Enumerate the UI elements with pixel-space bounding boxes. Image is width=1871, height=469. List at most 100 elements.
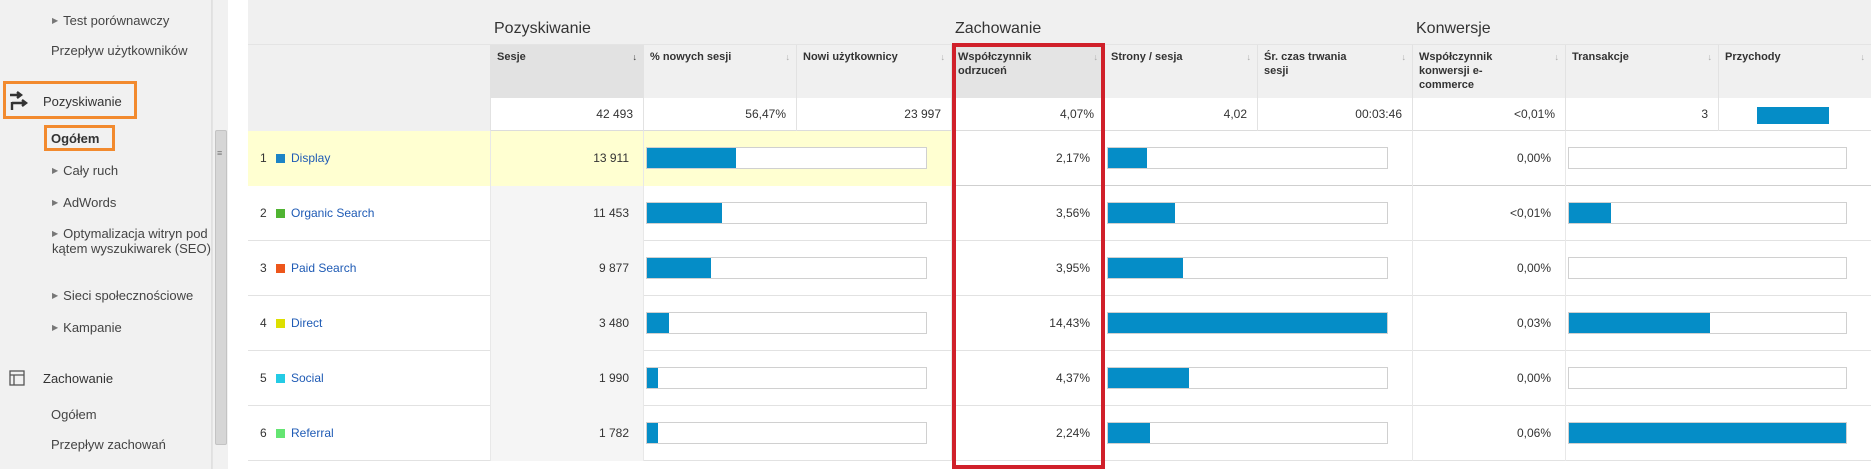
bounce-rate-cell: 4,37% xyxy=(951,351,1104,406)
highlight-box-pozyskiwanie xyxy=(3,81,137,119)
caret-right-icon: ▶ xyxy=(52,323,59,332)
channel-link[interactable]: Display xyxy=(291,151,331,165)
row-rank: 6 xyxy=(260,426,267,440)
sidebar-scrollbar[interactable]: ≡ xyxy=(212,0,228,469)
sidebar-item-przeplyw-zachowan[interactable]: Przepływ zachowań xyxy=(51,437,166,452)
conversion-rate-cell: 0,03% xyxy=(1412,296,1565,351)
table-row: 4 Direct 3 480 14,43% 0,03% xyxy=(248,296,1871,351)
sidebar-item-kampanie[interactable]: ▶ Kampanie xyxy=(52,320,122,335)
channel-link[interactable]: Organic Search xyxy=(291,206,375,220)
table-row: 3 Paid Search 9 877 3,95% 0,00% xyxy=(248,241,1871,296)
channel-cell: 1 Display xyxy=(248,131,490,186)
column-strony-sesja[interactable]: Strony / sesja ↓ xyxy=(1104,45,1257,98)
table-row: 5 Social 1 990 4,37% 0,00% xyxy=(248,351,1871,406)
conversion-rate-cell: 0,00% xyxy=(1412,131,1565,186)
column-sesje[interactable]: Sesje ↓ xyxy=(490,45,643,98)
bar-track xyxy=(1107,367,1388,389)
bar-fill xyxy=(1108,423,1150,443)
caret-right-icon: ▶ xyxy=(52,166,59,175)
column-nowych-sesji[interactable]: % nowych sesji ↓ xyxy=(643,45,796,98)
bar-track xyxy=(1107,257,1388,279)
caret-right-icon: ▶ xyxy=(52,198,59,207)
grip-icon: ≡ xyxy=(217,148,222,158)
channel-cell: 4 Direct xyxy=(248,296,490,351)
pages-per-session-bar-cell xyxy=(1104,131,1412,186)
sidebar-item-caly-ruch[interactable]: ▶ Cały ruch xyxy=(52,163,119,178)
sessions-cell: 13 911 xyxy=(490,131,643,186)
pages-per-session-bar-cell xyxy=(1104,296,1412,351)
column-wspolczynnik-konwersji[interactable]: Współczynnik konwersji e-commerce ↓ xyxy=(1412,45,1565,98)
channel-color-swatch xyxy=(276,154,285,163)
bar-track xyxy=(646,422,927,444)
transactions-bar-cell xyxy=(1565,186,1871,241)
bounce-rate-cell: 2,17% xyxy=(951,131,1104,186)
sidebar-item-ogolem[interactable]: Ogółem xyxy=(51,131,100,146)
bar-fill xyxy=(647,258,712,278)
channel-color-swatch xyxy=(276,429,285,438)
sidebar-item-zachowanie[interactable]: Zachowanie xyxy=(43,371,114,386)
sidebar-item-sieci[interactable]: ▶ Sieci społecznościowe xyxy=(52,288,194,303)
bar-track xyxy=(646,257,927,279)
channel-link[interactable]: Social xyxy=(291,371,324,385)
channel-link[interactable]: Direct xyxy=(291,316,323,330)
column-header-row: Sesje ↓ % nowych sesji ↓ Nowi użytkownicy ↓… xyxy=(248,45,1871,98)
column-sr-czas-trwania[interactable]: Śr. czas trwania sesji ↓ xyxy=(1257,45,1412,98)
channel-color-swatch xyxy=(276,209,285,218)
bar-track xyxy=(1568,367,1847,389)
channel-link[interactable]: Referral xyxy=(291,426,334,440)
table-row: 2 Organic Search 11 453 3,56% <0,01% xyxy=(248,186,1871,241)
bar-track xyxy=(646,202,927,224)
total-sesje: 42 493 xyxy=(490,98,643,131)
sidebar-item-test-porownawczy[interactable]: ▶ Test porównawczy xyxy=(52,13,170,28)
conversion-rate-cell: 0,00% xyxy=(1412,241,1565,296)
bar-track xyxy=(646,147,927,169)
bar-fill xyxy=(1108,368,1189,388)
transactions-bar-cell xyxy=(1565,406,1871,461)
column-transakcje[interactable]: Transakcje ↓ xyxy=(1565,45,1718,98)
bounce-rate-cell: 2,24% xyxy=(951,406,1104,461)
bar-track xyxy=(1107,312,1388,334)
sidebar-item-zachowanie-ogolem[interactable]: Ogółem xyxy=(51,407,97,422)
bar-track xyxy=(646,312,927,334)
group-konwersje: Konwersje xyxy=(1416,20,1491,37)
row-rank: 3 xyxy=(260,261,267,275)
channel-cell: 5 Social xyxy=(248,351,490,406)
sort-icon: ↓ xyxy=(1860,52,1866,62)
channel-color-swatch xyxy=(276,319,285,328)
table-row: 6 Referral 1 782 2,24% 0,06% xyxy=(248,406,1871,461)
bar-fill xyxy=(1569,203,1611,223)
column-nowi-uzytkownicy[interactable]: Nowi użytkownicy ↓ xyxy=(796,45,951,98)
channel-link[interactable]: Paid Search xyxy=(291,261,357,275)
bar-fill xyxy=(647,203,723,223)
caret-right-icon: ▶ xyxy=(52,16,59,25)
total-transakcje: 3 xyxy=(1565,98,1718,131)
sidebar-item-seo[interactable]: ▶ Optymalizacja witryn pod kątem wyszukiw… xyxy=(52,226,211,256)
conversion-rate-cell: 0,06% xyxy=(1412,406,1565,461)
sidebar-item-pozyskiwanie[interactable]: Pozyskiwanie xyxy=(43,94,122,109)
conversion-rate-cell: 0,00% xyxy=(1412,351,1565,406)
bar-fill xyxy=(1108,148,1148,168)
behavior-icon xyxy=(9,370,25,389)
sidebar: ▶ Test porównawczy Przepływ użytkowników … xyxy=(0,0,212,469)
caret-right-icon: ▶ xyxy=(52,229,59,238)
sidebar-item-przeplyw-uzytkownikow[interactable]: Przepływ użytkowników xyxy=(51,43,188,58)
column-przychody[interactable]: Przychody ↓ xyxy=(1718,45,1871,98)
new-sessions-bar-cell xyxy=(643,241,951,296)
pages-per-session-bar-cell xyxy=(1104,241,1412,296)
group-header-row: Pozyskiwanie Zachowanie Konwersje xyxy=(248,0,1871,45)
sort-icon: ↓ xyxy=(1401,52,1407,62)
bar-track xyxy=(1568,147,1847,169)
new-sessions-bar-cell xyxy=(643,406,951,461)
column-wspolczynnik-odrzucen[interactable]: Współczynnik odrzuceń ↓ xyxy=(951,45,1104,98)
sort-desc-icon: ↓ xyxy=(632,52,638,62)
sessions-cell: 1 782 xyxy=(490,406,643,461)
sort-icon: ↓ xyxy=(1093,52,1099,62)
bar-fill xyxy=(1108,258,1184,278)
sessions-cell: 11 453 xyxy=(490,186,643,241)
bar-track xyxy=(1107,202,1388,224)
transactions-bar-cell xyxy=(1565,241,1871,296)
bar-fill xyxy=(1108,313,1387,333)
scrollbar-thumb[interactable] xyxy=(215,130,227,445)
total-nowych-sesji: 56,47% xyxy=(643,98,796,131)
sidebar-item-adwords[interactable]: ▶ AdWords xyxy=(52,195,117,210)
